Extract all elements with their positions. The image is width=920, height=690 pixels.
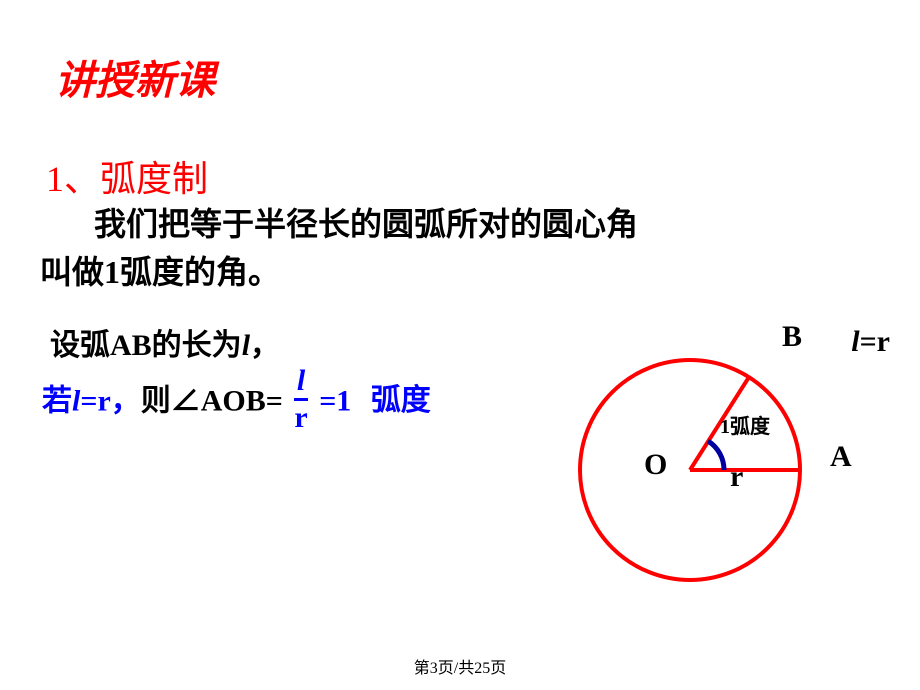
angle-arc: [708, 441, 724, 470]
definition-paragraph: 我们把等于半径长的圆弧所对的圆心角 叫做1弧度的角。: [40, 200, 860, 296]
definition-line2: 叫做1弧度的角。: [40, 254, 280, 290]
angle-aob-text: 则∠AOB=: [141, 384, 283, 417]
point-O-label: O: [644, 448, 667, 482]
radius-r-label: r: [730, 460, 743, 494]
page-current: 3: [430, 660, 438, 677]
fraction-denominator: r: [294, 398, 307, 433]
one-radian-label: 1弧度: [720, 410, 770, 439]
radian-equation-line: 若l=r，则∠AOB= l r =1 弧度: [42, 370, 431, 437]
eq-r-text: =r，: [80, 384, 140, 417]
definition-line1: 我们把等于半径长的圆弧所对的圆心角: [94, 206, 638, 242]
fraction-numerator: l: [294, 366, 307, 398]
equals-one: =1: [319, 384, 351, 417]
point-B-label: B: [782, 320, 802, 354]
radian-unit: 弧度: [371, 384, 431, 417]
setup-prefix: 设弧AB的长为: [50, 329, 242, 362]
slide-title: 讲授新课: [55, 48, 215, 106]
section-heading: 1、弧度制: [46, 150, 208, 202]
fraction-l-over-r: l r: [294, 366, 307, 433]
radian-circle-diagram: [570, 330, 870, 630]
var-l: l: [242, 329, 250, 362]
point-A-label: A: [830, 440, 852, 474]
arc-length-setup: 设弧AB的长为l，: [50, 320, 280, 364]
page-footer: 第3页/共25页: [0, 654, 920, 678]
setup-suffix: ，: [250, 329, 280, 362]
if-prefix: 若: [42, 384, 72, 417]
page-total: 25: [474, 660, 490, 677]
